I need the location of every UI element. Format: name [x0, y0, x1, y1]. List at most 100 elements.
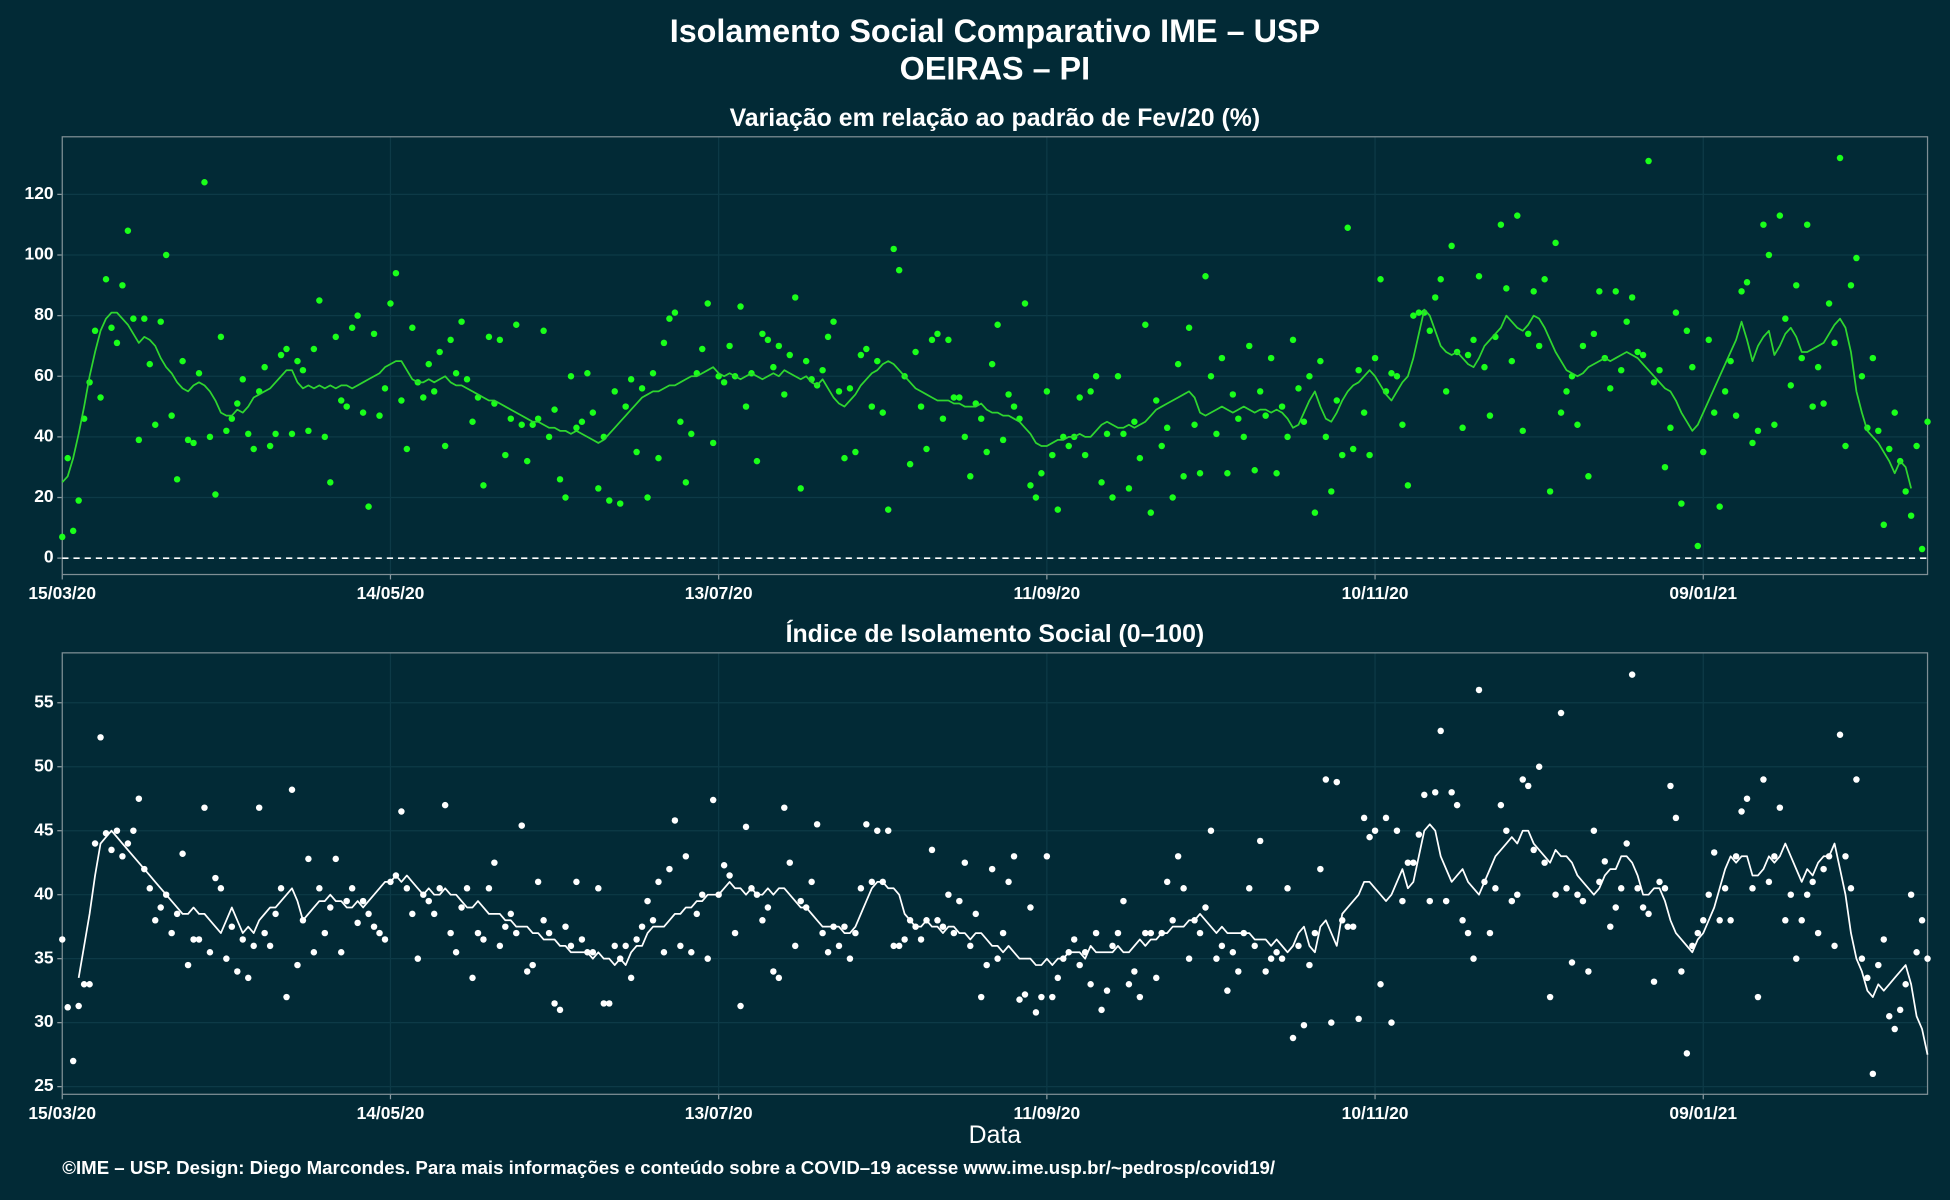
data-point — [1442, 897, 1450, 905]
data-point — [1109, 942, 1116, 950]
data-point — [212, 491, 219, 498]
data-point — [666, 315, 673, 322]
data-point — [245, 430, 252, 438]
data-point — [1366, 451, 1373, 459]
data-point — [502, 451, 509, 459]
data-point — [1103, 987, 1111, 994]
data-point — [720, 862, 728, 869]
data-point — [168, 412, 175, 419]
data-point — [1382, 814, 1390, 822]
data-point — [1847, 282, 1855, 289]
data-point — [1798, 354, 1805, 362]
data-point — [502, 923, 509, 930]
y-tick-label: 55 — [34, 691, 54, 711]
data-point — [1442, 388, 1450, 395]
data-point — [1371, 827, 1379, 834]
data-point — [1524, 330, 1532, 338]
data-point — [1530, 846, 1537, 854]
data-point — [430, 910, 438, 918]
data-point — [1169, 917, 1176, 924]
y-tick-label: 60 — [34, 365, 53, 385]
data-point — [1267, 354, 1275, 362]
data-point — [611, 942, 618, 950]
data-point — [666, 865, 673, 873]
data-point — [310, 949, 318, 956]
data-point — [1399, 421, 1406, 428]
data-point — [1163, 424, 1171, 432]
data-point — [1317, 865, 1324, 873]
data-point — [1136, 454, 1144, 462]
data-point — [409, 910, 416, 918]
data-point — [578, 936, 586, 943]
data-point — [545, 433, 553, 441]
data-point — [1333, 397, 1341, 404]
x-tick-label: 15/03/20 — [28, 1103, 96, 1123]
data-point — [1869, 354, 1877, 362]
data-point — [726, 342, 733, 350]
data-point — [611, 388, 618, 395]
data-point — [863, 345, 870, 353]
data-point — [928, 336, 936, 344]
data-point — [283, 345, 290, 353]
x-axis-label: Data — [969, 1121, 1022, 1149]
data-point — [458, 904, 465, 911]
data-point — [720, 379, 728, 386]
trend-line — [77, 823, 1929, 1055]
data-point — [677, 942, 684, 950]
data-point — [1005, 391, 1012, 398]
data-point — [764, 904, 772, 911]
data-point — [589, 409, 597, 416]
data-point — [1579, 897, 1587, 905]
data-point — [1891, 409, 1898, 416]
data-point — [1355, 1015, 1362, 1023]
data-point — [1771, 421, 1778, 428]
data-point — [1508, 357, 1516, 365]
data-point — [124, 840, 132, 847]
data-point — [425, 897, 432, 905]
data-point — [480, 936, 487, 943]
data-point — [545, 929, 553, 937]
data-point — [217, 333, 225, 341]
data-point — [272, 910, 279, 918]
data-point — [1716, 917, 1723, 924]
data-point — [1005, 878, 1012, 886]
data-point — [1043, 853, 1051, 860]
data-point — [830, 318, 837, 325]
data-point — [403, 885, 411, 892]
x-tick-label: 09/01/21 — [1669, 583, 1737, 603]
data-point — [1754, 427, 1762, 435]
data-point — [1169, 494, 1176, 501]
data-point — [1645, 910, 1652, 918]
data-point — [737, 303, 744, 310]
data-point — [1404, 482, 1412, 489]
data-point — [770, 968, 777, 975]
data-point — [436, 348, 443, 356]
data-point — [1776, 804, 1784, 811]
data-point — [1847, 885, 1855, 892]
data-point — [447, 336, 454, 344]
data-point — [1503, 285, 1510, 292]
data-point — [1251, 466, 1258, 474]
data-point — [895, 266, 903, 274]
data-point — [1541, 859, 1548, 866]
data-point — [540, 327, 547, 335]
data-point — [1300, 1021, 1308, 1029]
data-point — [1131, 968, 1138, 975]
data-point — [1196, 470, 1204, 477]
data-point — [1798, 917, 1805, 924]
data-point — [1251, 942, 1258, 950]
data-point — [775, 974, 783, 982]
data-point — [1864, 974, 1871, 982]
plot-frame — [61, 652, 1929, 1095]
data-point — [1771, 853, 1778, 860]
data-point — [699, 345, 706, 353]
y-tick-label: 40 — [34, 425, 53, 445]
data-point — [1820, 400, 1827, 407]
data-point — [1076, 961, 1083, 969]
data-point — [1782, 315, 1789, 322]
data-point — [1700, 448, 1707, 456]
data-point — [967, 942, 974, 950]
data-point — [534, 878, 542, 886]
data-point — [627, 376, 635, 383]
data-point — [1306, 961, 1313, 969]
